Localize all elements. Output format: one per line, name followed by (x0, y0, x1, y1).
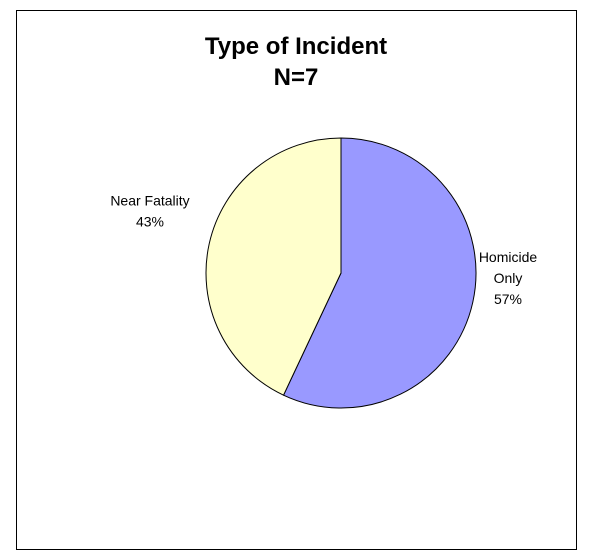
data-label-near-fatality: Near Fatality 43% (110, 193, 189, 230)
pie-labels: Homicide Only 57% Near Fatality 43% (110, 193, 537, 308)
pie-slices (205, 137, 477, 409)
pie-slice-homicide-only (282, 137, 477, 409)
pie-chart: Homicide Only 57% Near Fatality 43% (110, 137, 537, 409)
pie-slice-near-fatality (205, 137, 342, 396)
chart-title: Type of Incident (204, 33, 388, 60)
data-label-homicide-only: Homicide Only 57% (479, 249, 538, 307)
chart-subtitle: N=7 (273, 64, 319, 91)
